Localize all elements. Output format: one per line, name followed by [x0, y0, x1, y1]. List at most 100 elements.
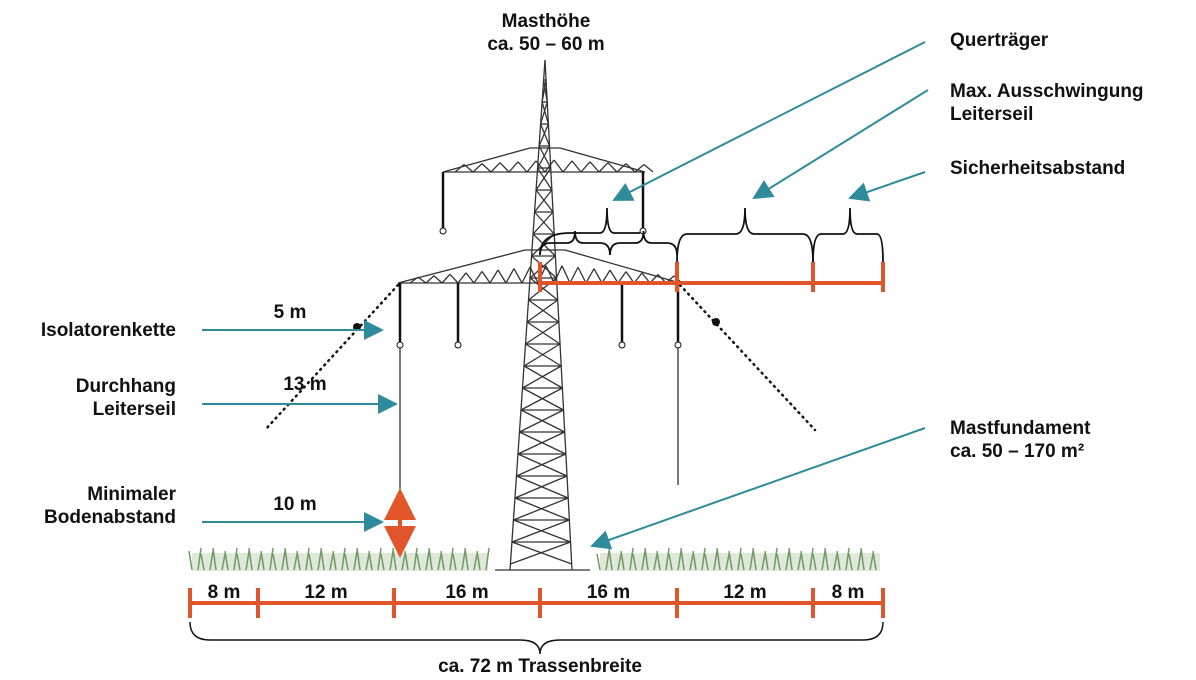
- label-line: Minimaler: [87, 484, 176, 505]
- insulator-end: [454, 341, 462, 349]
- swing: [678, 283, 817, 432]
- pointer-arrow: [612, 41, 926, 201]
- grass: [212, 547, 217, 571]
- grass: [833, 553, 838, 571]
- line: [457, 272, 467, 284]
- grass: [644, 547, 649, 571]
- pointer-arrow: [752, 89, 929, 200]
- line: [528, 299, 560, 323]
- line: [519, 409, 564, 433]
- grass: [596, 553, 601, 571]
- insulator-end: [396, 341, 404, 349]
- line: [441, 273, 451, 284]
- grass: [284, 547, 289, 571]
- grass: [641, 550, 646, 571]
- line: [525, 321, 560, 345]
- brace: [609, 230, 678, 256]
- grass: [281, 550, 286, 571]
- grass: [752, 547, 757, 571]
- line: [523, 365, 563, 389]
- corridor-brace: [189, 621, 884, 655]
- segment-label: 16 m: [445, 582, 488, 603]
- grass: [473, 553, 478, 571]
- line: [580, 161, 591, 173]
- label-line: Leiterseil: [950, 104, 1033, 125]
- grass: [320, 547, 325, 571]
- grass: [461, 550, 466, 571]
- grass: [200, 553, 205, 571]
- grass: [824, 547, 829, 571]
- line: [541, 101, 550, 125]
- line: [516, 453, 567, 477]
- line: [481, 271, 491, 284]
- line: [571, 160, 582, 173]
- grass: [836, 550, 841, 571]
- pointer-arrow: [590, 427, 926, 550]
- grass: [233, 547, 238, 571]
- line: [553, 159, 564, 173]
- segment-label: 12 m: [304, 582, 347, 603]
- line: [540, 123, 551, 147]
- line: [534, 211, 555, 235]
- grass: [737, 547, 742, 571]
- grass: [260, 550, 265, 571]
- grass: [617, 553, 622, 571]
- brace: [676, 207, 814, 263]
- grass: [749, 550, 754, 571]
- grass: [356, 547, 361, 571]
- grass: [860, 547, 865, 571]
- grass: [380, 553, 385, 571]
- grass: [656, 550, 661, 571]
- measure: 5 m: [274, 302, 307, 323]
- line: [607, 162, 618, 173]
- line: [585, 268, 595, 284]
- line: [472, 163, 483, 173]
- label-line: Sicherheitsabstand: [950, 158, 1125, 179]
- grass: [485, 547, 490, 571]
- grass: [221, 553, 226, 571]
- line: [553, 265, 563, 284]
- dot: [712, 318, 720, 326]
- line: [535, 167, 552, 191]
- grass: [440, 550, 445, 571]
- line: [517, 431, 565, 455]
- grass: [728, 550, 733, 571]
- grass: [236, 553, 241, 571]
- line: [523, 343, 561, 367]
- line: [535, 160, 546, 173]
- grass: [704, 553, 709, 571]
- grass: [692, 550, 697, 571]
- grass: [209, 550, 214, 571]
- grass: [845, 547, 850, 571]
- line: [454, 164, 465, 173]
- line: [449, 273, 459, 284]
- line: [510, 541, 571, 565]
- label-line: ca. 50 – 60 m: [487, 34, 604, 55]
- line: [544, 159, 555, 173]
- grass: [365, 553, 370, 571]
- line: [442, 147, 531, 173]
- line: [561, 265, 571, 284]
- measure: 13 m: [283, 374, 326, 395]
- line: [522, 365, 562, 389]
- grass: [188, 550, 193, 571]
- line: [634, 164, 645, 173]
- segment-label: 8 m: [832, 582, 865, 603]
- line: [616, 163, 627, 173]
- line: [539, 101, 548, 125]
- line: [508, 161, 519, 173]
- segment-label: 12 m: [723, 582, 766, 603]
- line: [417, 276, 427, 284]
- line: [542, 79, 548, 103]
- line: [526, 321, 561, 345]
- brace: [539, 207, 640, 256]
- grass: [377, 547, 382, 571]
- line: [511, 519, 570, 543]
- grass: [368, 550, 373, 571]
- grass: [812, 553, 817, 571]
- grass: [857, 550, 862, 571]
- grass: [677, 550, 682, 571]
- line: [521, 266, 531, 284]
- line: [509, 59, 546, 571]
- segment-label: 8 m: [208, 582, 241, 603]
